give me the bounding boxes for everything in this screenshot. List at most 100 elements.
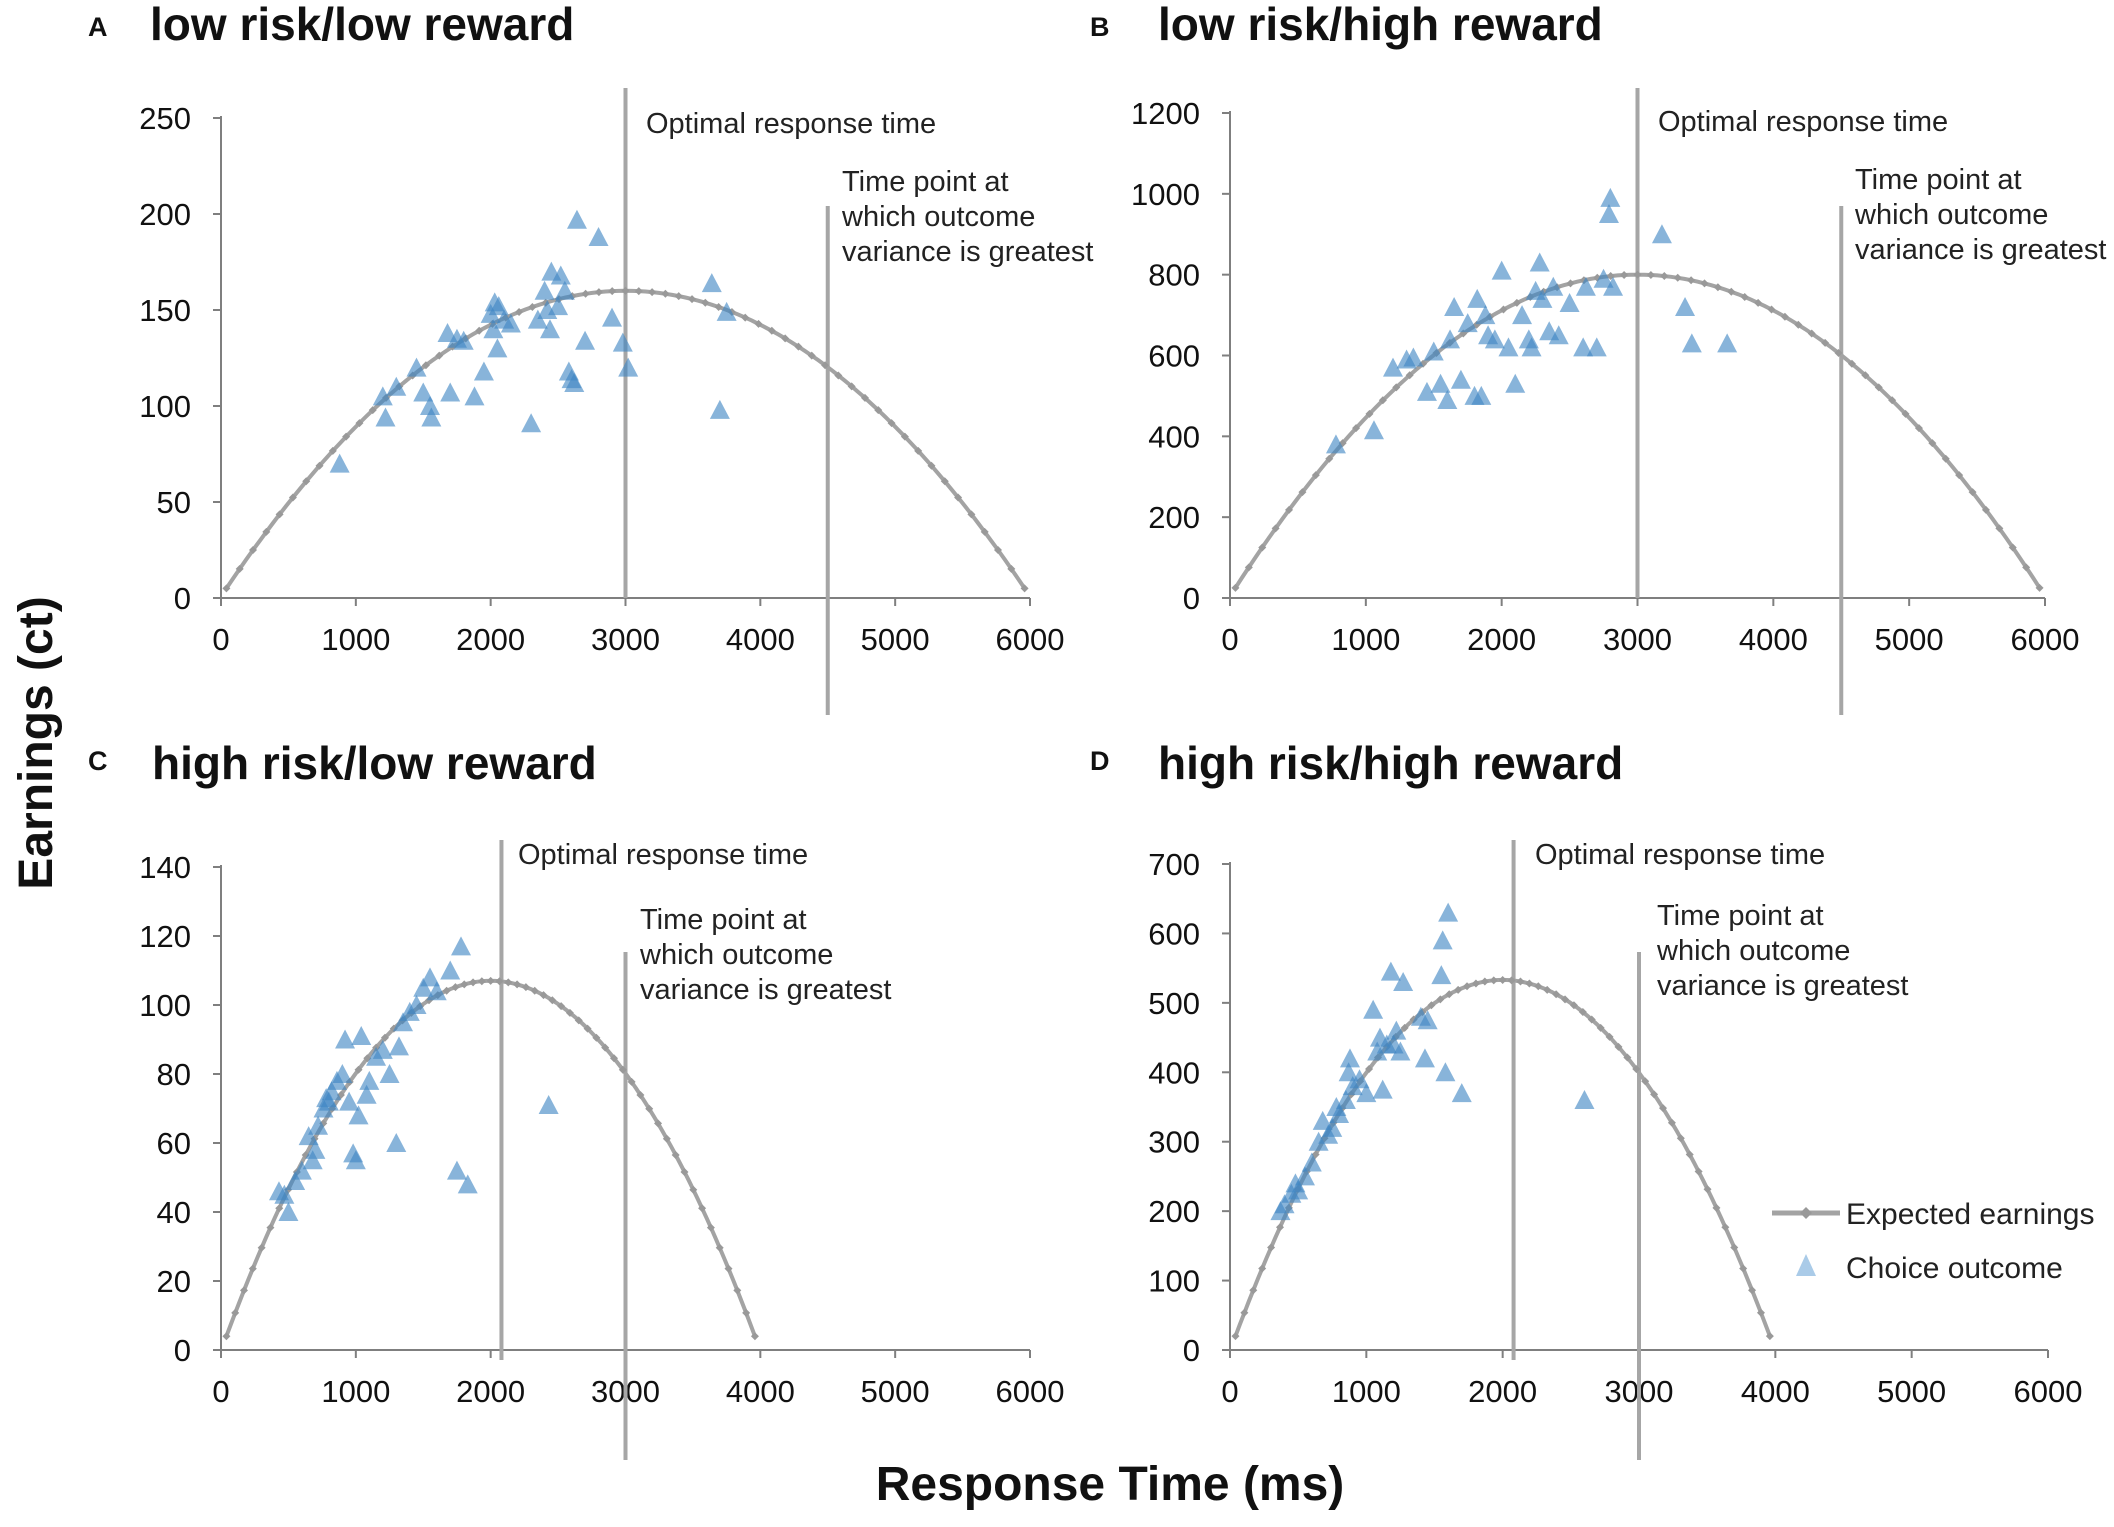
expected-earnings-point — [794, 342, 803, 351]
expected-earnings-point — [1525, 979, 1534, 988]
y-tick-label: 0 — [174, 1333, 191, 1368]
expected-earnings-point — [1231, 1332, 1240, 1341]
expected-earnings-point — [380, 1033, 389, 1042]
panel-title: low risk/low reward — [150, 0, 574, 50]
choice-outcome-point — [701, 273, 722, 293]
expected-earnings-point — [592, 1033, 601, 1042]
choice-outcome-point — [1288, 1180, 1309, 1200]
expected-earnings-point — [1739, 1264, 1748, 1273]
choice-outcome-point — [298, 1126, 319, 1146]
expected-earnings-point — [515, 307, 524, 316]
expected-earnings-point — [1968, 488, 1977, 497]
expected-earnings-point — [354, 1065, 363, 1074]
y-tick-label: 100 — [139, 389, 191, 424]
expected-earnings-point — [1794, 320, 1803, 329]
expected-earnings-point — [1721, 1223, 1730, 1232]
expected-earnings-point — [288, 493, 297, 502]
expected-earnings-point — [706, 1223, 715, 1232]
choice-outcome-point — [421, 407, 442, 427]
expected-earnings-point — [495, 977, 504, 986]
choice-outcome-point — [351, 1026, 372, 1046]
expected-earnings-point — [451, 983, 460, 992]
expected-earnings-point — [1285, 505, 1294, 514]
choice-outcome-point — [1598, 204, 1619, 224]
expected-earnings-point — [315, 461, 324, 470]
y-tick-label: 700 — [1148, 847, 1200, 882]
expected-earnings-point — [262, 527, 271, 536]
choice-outcome-point — [1417, 1010, 1438, 1030]
expected-earnings-point — [1658, 1104, 1667, 1113]
choice-outcome-point — [440, 382, 461, 402]
y-tick-label: 50 — [157, 485, 191, 520]
expected-earnings-point — [1427, 1001, 1436, 1010]
choice-outcome-point — [1717, 333, 1738, 353]
expected-earnings-point — [874, 406, 883, 415]
choice-outcome-point — [419, 967, 440, 987]
choice-outcome-point — [487, 338, 508, 358]
expected-earnings-point — [967, 510, 976, 519]
x-tick-label: 4000 — [1741, 1374, 1810, 1409]
y-tick-label: 1000 — [1131, 177, 1200, 212]
choice-outcome-point — [716, 301, 737, 321]
expected-earnings-point — [548, 996, 557, 1005]
x-tick-label: 1000 — [321, 622, 390, 657]
choice-outcome-point — [1532, 288, 1553, 308]
choice-outcome-point — [709, 399, 730, 419]
choice-outcome-point — [386, 376, 407, 396]
expected-earnings-point — [1981, 505, 1990, 514]
x-tick-label: 5000 — [1875, 622, 1944, 657]
choice-outcome-point — [372, 386, 393, 406]
expected-earnings-point — [1258, 1264, 1267, 1273]
choice-outcome-point — [1600, 187, 1621, 207]
y-tick-label: 250 — [139, 101, 191, 136]
choice-outcome-point — [274, 1184, 295, 1204]
expected-earnings-point — [240, 1286, 249, 1295]
y-tick-label: 500 — [1148, 986, 1200, 1021]
expected-earnings-point — [583, 1024, 592, 1033]
choice-outcome-point — [548, 296, 569, 316]
expected-earnings-point — [1941, 454, 1950, 463]
choice-outcome-point — [1457, 313, 1478, 333]
y-axis-title: Earnings (ct) — [10, 596, 63, 889]
choice-outcome-point — [1274, 1194, 1295, 1214]
y-tick-label: 400 — [1148, 1055, 1200, 1090]
expected-earnings-point — [954, 493, 963, 502]
choice-outcome-point — [285, 1170, 306, 1190]
expected-earnings-point — [222, 1332, 231, 1341]
expected-earnings-point — [257, 1243, 266, 1252]
expected-earnings-point — [671, 1150, 680, 1159]
y-tick-label: 0 — [1183, 581, 1200, 616]
expected-earnings-point — [733, 1286, 742, 1295]
y-tick-label: 20 — [157, 1264, 191, 1299]
expected-earnings-point — [1641, 1077, 1650, 1086]
choice-outcome-point — [1440, 329, 1461, 349]
choice-outcome-point — [453, 330, 474, 350]
choice-outcome-point — [1308, 1131, 1329, 1151]
choice-outcome-point — [406, 357, 427, 377]
expected-earnings-point — [648, 288, 657, 297]
legend: Expected earnings Choice outcome — [1772, 1198, 2095, 1285]
choice-outcome-point — [1423, 341, 1444, 361]
expected-earnings-point — [662, 1134, 671, 1143]
choice-outcome-point — [534, 280, 555, 300]
x-tick-label: 4000 — [1739, 622, 1808, 657]
expected-earnings-point — [1392, 383, 1401, 392]
variance-label-line: which outcome — [841, 201, 1035, 233]
optimal-response-label: Optimal response time — [646, 108, 936, 140]
expected-earnings-point — [980, 527, 989, 536]
expected-earnings-point — [834, 371, 843, 380]
choice-outcome-point — [388, 1036, 409, 1056]
choice-outcome-point — [1416, 381, 1437, 401]
choice-outcome-point — [345, 1150, 366, 1170]
choice-outcome-point — [1338, 1062, 1359, 1082]
expected-earnings-point — [1740, 292, 1749, 301]
choice-outcome-point — [318, 1091, 339, 1111]
expected-earnings-point — [1244, 563, 1253, 572]
x-tick-label: 0 — [212, 622, 229, 657]
expected-earnings-point — [993, 546, 1002, 555]
y-tick-label: 0 — [1183, 1333, 1200, 1368]
choice-outcome-point — [550, 265, 571, 285]
choice-outcome-point — [305, 1139, 326, 1159]
